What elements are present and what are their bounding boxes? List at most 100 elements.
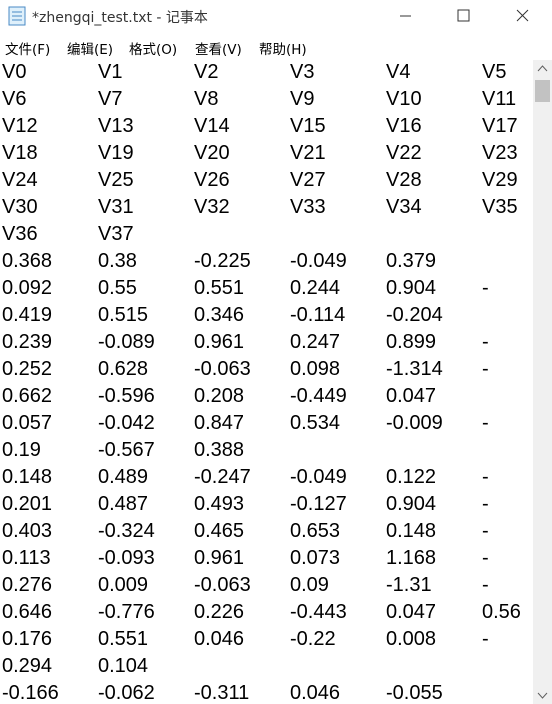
- menu-item[interactable]: 帮助(H): [259, 42, 307, 58]
- text-area[interactable]: V0 V1 V2 V3 V4 V5 V6 V7 V8 V9 V10 V11 V12 V13 V14 V15 V1…: [0, 60, 533, 704]
- text-cell: 0.653: [290, 520, 341, 542]
- text-cell: -0.204: [386, 304, 443, 326]
- menu-item[interactable]: 编辑(E): [67, 42, 114, 58]
- text-cell: 0.388: [194, 439, 245, 461]
- menu-item[interactable]: 格式(O): [129, 42, 178, 58]
- text-cell: 0.534: [290, 412, 341, 434]
- text-cell: -0.127: [290, 493, 347, 515]
- text-cell: 0.046: [290, 682, 341, 704]
- text-cell: -0.776: [98, 601, 155, 623]
- text-cell: -0.114: [290, 304, 346, 326]
- maximize-button[interactable]: [457, 9, 470, 22]
- text-cell: -0.009: [386, 412, 443, 434]
- text-cell: -0.225: [194, 250, 251, 272]
- text-cell: V23: [482, 142, 518, 164]
- text-cell: V16: [386, 115, 422, 137]
- text-cell: -: [482, 493, 489, 515]
- text-cell: -0.166: [2, 682, 59, 704]
- scrollbar[interactable]: [533, 60, 552, 704]
- text-cell: V6: [2, 88, 27, 110]
- text-cell: 0.122: [386, 466, 437, 488]
- text-cell: V13: [98, 115, 134, 137]
- text-cell: V28: [386, 169, 422, 191]
- text-cell: -: [482, 466, 489, 488]
- text-cell: 0.047: [386, 601, 437, 623]
- text-cell: V1: [98, 61, 123, 83]
- text-cell: V0: [2, 61, 27, 83]
- text-cell: 0.009: [98, 574, 149, 596]
- text-cell: 0.368: [2, 250, 53, 272]
- text-cell: V36: [2, 223, 38, 245]
- text-cell: -0.443: [290, 601, 347, 623]
- text-cell: 0.244: [290, 277, 341, 299]
- text-cell: -0.042: [98, 412, 155, 434]
- text-cell: -0.063: [194, 358, 251, 380]
- text-cell: 0.403: [2, 520, 53, 542]
- text-cell: V5: [482, 61, 507, 83]
- text-cell: 0.899: [386, 331, 437, 353]
- text-cell: V3: [290, 61, 315, 83]
- text-cell: 0.493: [194, 493, 245, 515]
- text-cell: -0.22: [290, 628, 336, 650]
- text-cell: 0.098: [290, 358, 341, 380]
- text-cell: 0.904: [386, 493, 437, 515]
- scroll-thumb[interactable]: [535, 80, 550, 102]
- text-cell: V33: [290, 196, 326, 218]
- text-cell: 0.38: [98, 250, 137, 272]
- scroll-up-arrow[interactable]: [537, 65, 548, 72]
- text-cell: V35: [482, 196, 518, 218]
- text-cell: V8: [194, 88, 219, 110]
- text-cell: -: [482, 412, 489, 434]
- text-cell: V14: [194, 115, 230, 137]
- text-cell: 0.057: [2, 412, 53, 434]
- text-cell: 0.465: [194, 520, 245, 542]
- text-cell: 0.247: [290, 331, 341, 353]
- text-cell: V9: [290, 88, 315, 110]
- text-cell: V2: [194, 61, 219, 83]
- scroll-down-arrow[interactable]: [537, 692, 548, 699]
- close-button[interactable]: [516, 9, 529, 22]
- text-cell: 0.226: [194, 601, 245, 623]
- text-cell: V32: [194, 196, 230, 218]
- text-cell: 0.19: [2, 439, 41, 461]
- text-cell: -0.049: [290, 466, 347, 488]
- text-cell: 0.662: [2, 385, 53, 407]
- text-cell: V7: [98, 88, 123, 110]
- text-cell: 0.55: [98, 277, 137, 299]
- menu-item[interactable]: 查看(V): [195, 42, 242, 58]
- text-cell: V19: [98, 142, 134, 164]
- text-cell: -0.063: [194, 574, 251, 596]
- text-cell: 0.148: [386, 520, 437, 542]
- text-cell: V34: [386, 196, 422, 218]
- text-cell: 1.168: [386, 547, 437, 569]
- text-cell: 0.346: [194, 304, 245, 326]
- text-cell: V18: [2, 142, 38, 164]
- text-cell: V12: [2, 115, 38, 137]
- menu-bar: 文件(F) 编辑(E) 格式(O) 查看(V) 帮助(H): [0, 34, 552, 58]
- text-cell: 0.56: [482, 601, 521, 623]
- text-cell: V31: [98, 196, 134, 218]
- text-cell: -0.596: [98, 385, 155, 407]
- text-cell: -: [482, 331, 489, 353]
- menu-item[interactable]: 文件(F): [5, 42, 51, 58]
- text-cell: -0.567: [98, 439, 155, 461]
- text-cell: V17: [482, 115, 518, 137]
- text-cell: 0.904: [386, 277, 437, 299]
- text-cell: V15: [290, 115, 326, 137]
- text-cell: V29: [482, 169, 518, 191]
- text-cell: 0.515: [98, 304, 149, 326]
- text-cell: 0.551: [98, 628, 149, 650]
- text-cell: 0.239: [2, 331, 53, 353]
- text-cell: V21: [290, 142, 326, 164]
- text-cell: 0.276: [2, 574, 53, 596]
- text-cell: 0.046: [194, 628, 245, 650]
- text-cell: 0.487: [98, 493, 149, 515]
- text-cell: 0.148: [2, 466, 53, 488]
- text-cell: V10: [386, 88, 422, 110]
- text-cell: -: [482, 358, 489, 380]
- text-cell: 0.419: [2, 304, 53, 326]
- text-cell: -0.093: [98, 547, 155, 569]
- text-cell: -: [482, 574, 489, 596]
- title-bar: *zhengqi_test.txt - 记事本: [0, 0, 552, 32]
- scrollbar-graphics: [535, 65, 550, 699]
